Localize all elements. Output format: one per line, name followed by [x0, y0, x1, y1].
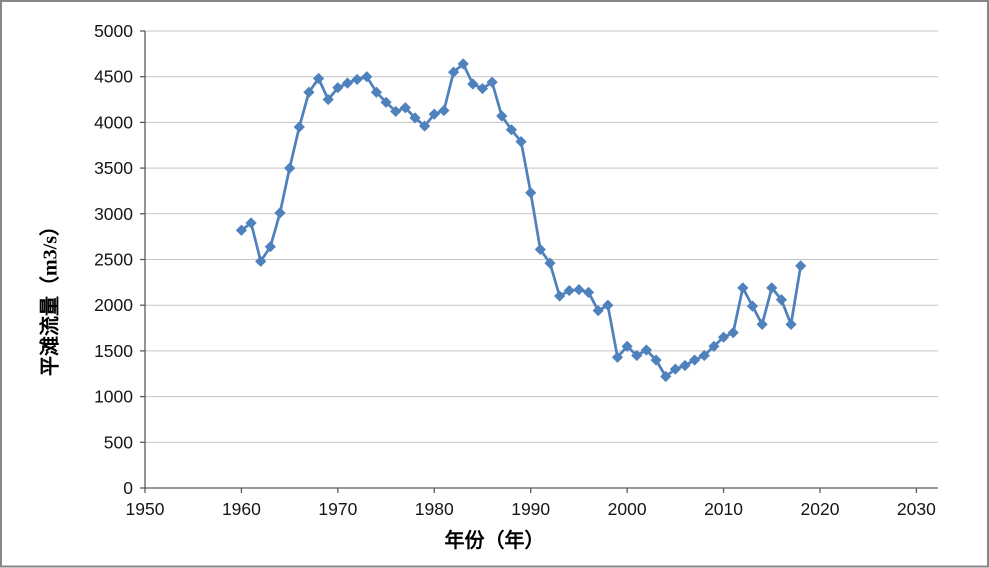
data-point-marker	[390, 105, 402, 118]
data-point-marker	[708, 340, 720, 352]
data-series	[235, 58, 807, 383]
data-point-marker	[505, 124, 518, 136]
data-point-marker	[476, 82, 489, 95]
y-tick-label: 3500	[94, 158, 133, 178]
x-tick-label: 2000	[608, 499, 647, 519]
data-point-marker	[274, 207, 286, 219]
y-tick-label: 5000	[94, 21, 133, 41]
data-point-marker	[361, 71, 373, 83]
data-point-marker	[582, 286, 595, 299]
data-point-marker	[351, 73, 363, 86]
data-point-marker	[679, 359, 691, 372]
x-axis-title: 年份（年）	[444, 530, 545, 552]
data-point-marker	[341, 77, 354, 89]
data-point-marker	[235, 224, 248, 236]
data-point-marker	[795, 260, 807, 272]
gridlines	[145, 30, 938, 443]
x-tick-label: 1970	[318, 499, 357, 519]
data-point-marker	[428, 108, 440, 120]
data-point-marker	[534, 243, 546, 256]
data-point-marker	[785, 318, 797, 330]
data-point-marker	[775, 294, 788, 306]
data-point-marker	[592, 305, 604, 317]
x-tick-label: 2030	[897, 499, 936, 519]
data-point-marker	[303, 86, 315, 98]
data-point-marker	[602, 299, 614, 311]
x-tick-label: 1950	[126, 499, 165, 519]
y-tick-label: 4500	[94, 67, 133, 87]
y-tick-label: 2000	[94, 295, 133, 315]
y-tick-label: 2500	[94, 250, 133, 270]
data-point-marker	[611, 351, 624, 363]
y-tick-label: 1500	[94, 341, 133, 361]
data-point-marker	[544, 257, 556, 269]
data-point-marker	[650, 354, 662, 366]
data-point-marker	[255, 255, 267, 267]
data-point-marker	[293, 121, 305, 133]
data-point-marker	[496, 110, 508, 122]
data-point-marker	[525, 187, 537, 199]
data-point-marker	[573, 284, 585, 296]
y-axis-ticks: 0 500 1000 1500 2000 2500 3000 3500 4000 4500 5000	[94, 21, 145, 498]
data-point-marker	[370, 86, 383, 98]
data-point-marker	[486, 76, 498, 88]
data-point-marker	[312, 72, 325, 85]
x-axis-ticks: 1950 1960 1970 1980 1990 2000 2010 2020 2030	[126, 488, 936, 519]
data-point-marker	[284, 162, 296, 174]
data-point-marker	[245, 217, 257, 229]
data-point-marker	[554, 290, 566, 302]
data-point-marker	[332, 82, 344, 94]
data-point-marker	[409, 112, 421, 124]
data-point-marker	[756, 318, 768, 330]
data-point-marker	[457, 58, 469, 70]
y-tick-label: 3000	[94, 204, 133, 224]
y-tick-label: 4000	[94, 112, 133, 132]
data-point-marker	[660, 370, 672, 383]
data-point-marker	[380, 96, 392, 108]
y-tick-label: 1000	[94, 387, 133, 407]
data-point-marker	[631, 349, 643, 362]
data-point-marker	[447, 66, 460, 78]
y-axis-title: 平滩流量（m3/s）	[39, 216, 62, 376]
x-tick-label: 2020	[801, 499, 840, 519]
data-point-marker	[399, 102, 411, 114]
y-tick-label: 500	[104, 432, 133, 452]
data-point-marker	[669, 363, 681, 375]
data-point-marker	[698, 349, 710, 362]
x-tick-label: 2010	[704, 499, 743, 519]
data-point-marker	[264, 241, 276, 253]
x-tick-label: 1960	[222, 499, 261, 519]
data-point-marker	[737, 282, 749, 294]
data-point-marker	[438, 104, 450, 117]
x-tick-label: 1980	[415, 499, 454, 519]
data-point-marker	[766, 282, 778, 294]
data-point-marker	[727, 327, 739, 339]
y-tick-label: 0	[123, 478, 133, 498]
data-point-marker	[563, 284, 575, 297]
data-point-marker	[640, 344, 653, 356]
data-point-marker	[515, 135, 527, 148]
data-point-marker	[746, 300, 759, 312]
data-point-marker	[419, 120, 431, 132]
data-point-marker	[467, 78, 479, 90]
data-point-marker	[717, 331, 730, 343]
series-line	[240, 62, 803, 378]
data-point-marker	[322, 93, 334, 106]
data-point-marker	[689, 354, 701, 366]
data-point-marker	[621, 340, 633, 352]
x-tick-label: 1990	[511, 499, 550, 519]
